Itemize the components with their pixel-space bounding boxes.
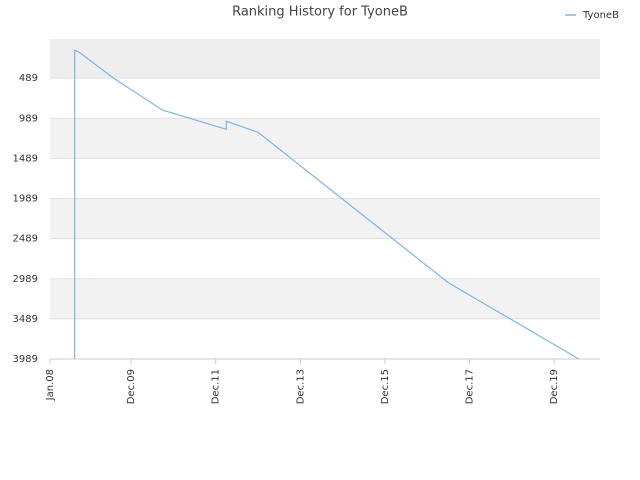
grid-band <box>50 278 600 319</box>
x-tick-label: Dec.11 <box>211 369 222 404</box>
x-tick-label: Dec.17 <box>465 369 476 404</box>
x-tick-label: Jan.08 <box>45 369 56 401</box>
y-tick-label: 2989 <box>13 274 38 285</box>
y-tick-label: 1489 <box>13 153 38 164</box>
y-tick-label: 2489 <box>13 234 38 245</box>
line <box>74 49 580 360</box>
grid-band <box>50 198 600 239</box>
legend-label: TyoneB <box>582 10 619 21</box>
grid-band <box>50 118 600 159</box>
x-tick-label: Dec.09 <box>126 369 137 404</box>
chart-title: Ranking History for TyoneB <box>232 5 408 20</box>
y-tick-label: 489 <box>19 73 38 84</box>
grid-band <box>50 39 600 79</box>
x-tick-label: Dec.13 <box>295 369 306 404</box>
x-tick-label: Dec.15 <box>380 369 391 404</box>
y-tick-label: 989 <box>19 113 38 124</box>
x-tick-label: Dec.19 <box>549 369 560 404</box>
y-tick-label: 3989 <box>13 354 38 365</box>
y-tick-label: 1989 <box>13 194 38 205</box>
y-tick-label: 3489 <box>13 314 38 325</box>
